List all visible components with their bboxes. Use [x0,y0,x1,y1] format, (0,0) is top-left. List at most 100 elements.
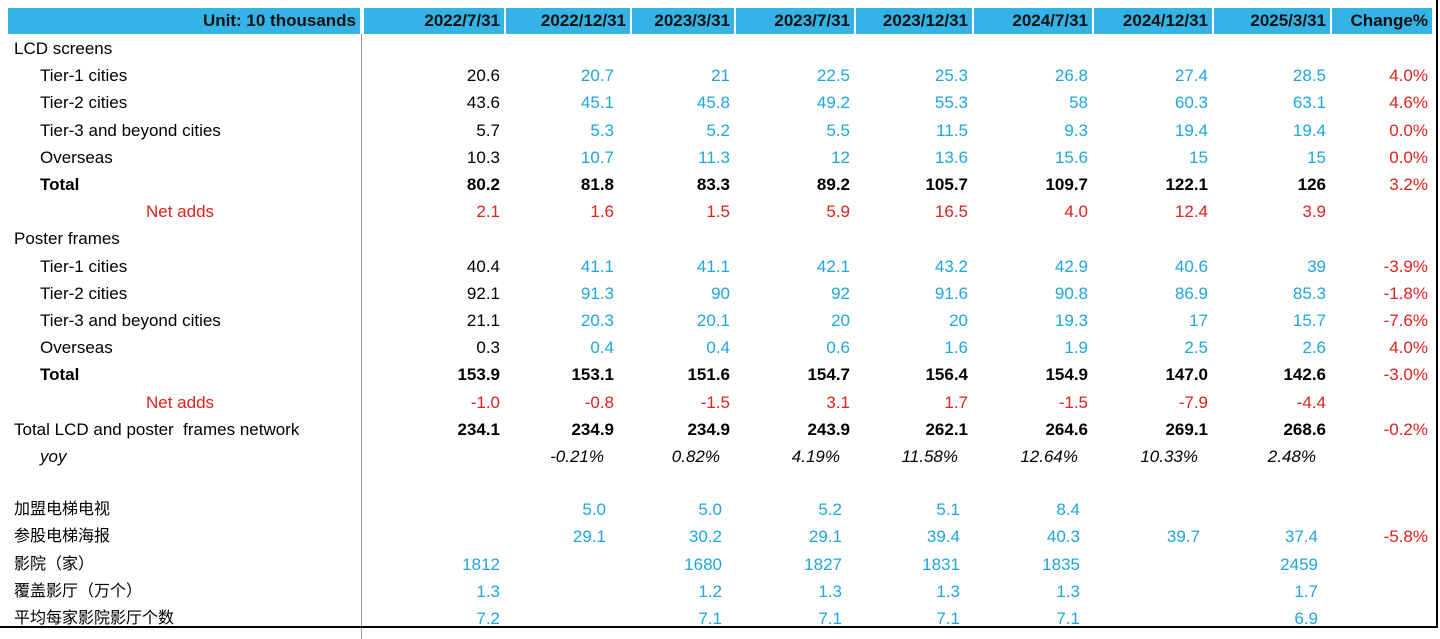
table-cell: 15 [1189,147,1208,167]
table-cell: 2.1 [476,202,500,222]
table-cell: 42.1 [816,256,850,276]
table-cell: 43.2 [934,256,968,276]
table-cell: 28.5 [1292,66,1326,86]
table-cell: 92.1 [466,283,500,303]
table-cell: 90 [711,283,730,303]
table-cell: 12.4 [1174,202,1208,222]
table-cell: 92 [831,283,850,303]
table-cell: 39.4 [926,527,960,547]
table-cell: -5.8% [1383,527,1428,547]
table-cell: 0.0% [1389,120,1428,140]
table-cell: 27.4 [1174,66,1208,86]
table-cell: 41.1 [580,256,614,276]
table-cell: 2.48% [1267,447,1316,466]
table-cell: 9.3 [1064,120,1088,140]
table-cell: 4.0 [1064,202,1088,222]
header-cell: 2022/7/31 [364,8,504,34]
row-label: Poster frames [14,229,120,249]
table-cell: 154.9 [1045,365,1088,385]
table-cell: 20 [949,311,968,330]
table-cell: 55.3 [934,93,968,113]
row-label: 覆盖影厅（万个） [14,582,143,600]
row-label: 平均每家影院影厅个数 [14,610,175,627]
table-border [0,626,1438,628]
table-cell: 1827 [804,554,842,574]
table-cell: 11.58% [901,447,958,466]
table-cell: -1.8% [1383,283,1428,303]
table-cell: 1.7 [1294,581,1318,601]
table-cell: 1.3 [936,581,960,601]
table-cell: 91.6 [934,283,968,303]
table-cell: 2.6 [1302,338,1326,358]
table-cell: -4.4 [1296,392,1326,412]
row-label: Overseas [40,338,113,358]
table-cell: 1.9 [1064,338,1088,358]
row-label: LCD screens [14,39,113,58]
table-cell: 10.3 [466,147,500,167]
table-cell: 17 [1189,311,1208,330]
table-cell: 22.5 [816,66,850,86]
table-cell: -3.9% [1383,256,1428,276]
table-cell: 5.5 [826,120,850,140]
row-label: 加盟电梯电视 [14,501,111,519]
table-cell: 8.4 [1056,500,1080,520]
table-cell: 39.7 [1166,527,1200,547]
table-cell: -7.6% [1383,311,1428,330]
table-cell: 5.0 [698,500,722,520]
table-cell: 11.5 [936,120,968,140]
row-label: Net adds [146,202,215,222]
table-cell: 45.8 [696,93,730,113]
header-cell: 2023/7/31 [736,8,854,34]
row-label: 参股电梯海报 [14,528,111,546]
table-cell: 7.1 [1056,609,1080,628]
table-cell: 7.2 [476,609,500,628]
table-cell: 21 [711,66,730,86]
table-cell: 12.64% [1020,447,1078,466]
table-cell: 60.3 [1174,93,1208,113]
header-cell: 2024/7/31 [974,8,1092,34]
table-cell: -0.21% [550,447,604,466]
row-label: Total [40,365,80,385]
table-cell: 10.33% [1140,447,1198,466]
table-cell: 10.7 [580,147,614,167]
vertical-rule [361,34,362,639]
table-cell: 15.7 [1292,311,1326,330]
table-cell: 234.1 [457,419,500,439]
table-cell: -1.0 [470,392,500,412]
table-cell: 1.6 [944,338,968,358]
table-cell: 40.4 [466,256,500,276]
table-cell: -7.9 [1178,392,1208,412]
header-cell: 2023/3/31 [632,8,734,34]
table-cell: 147.0 [1165,365,1208,385]
header-cell: 2024/12/31 [1094,8,1212,34]
table-cell: 49.2 [816,93,850,113]
table-cell: 153.9 [457,365,500,385]
table-cell: 142.6 [1283,365,1326,385]
table-cell: 90.8 [1054,283,1088,303]
table-cell: 105.7 [925,175,968,194]
table-cell: 20.3 [580,311,614,330]
table-cell: 4.0% [1389,66,1428,86]
table-cell: 21.1 [466,311,500,330]
table-cell: 0.82% [671,447,720,466]
table-cell: 0.3 [476,338,500,358]
table-cell: 20.1 [696,311,730,330]
table-cell: 85.3 [1292,283,1326,303]
table-cell: 16.5 [934,202,968,222]
table-cell: 264.6 [1045,419,1088,439]
table-cell: 5.2 [818,500,842,520]
table-cell: 20 [831,311,850,330]
table-cell: 41.1 [696,256,730,276]
row-label: Tier-3 and beyond cities [40,311,221,330]
row-label: yoy [40,447,67,466]
table-cell: 63.1 [1292,93,1326,113]
table-cell: 4.19% [791,447,840,466]
table-cell: 37.4 [1284,527,1318,547]
table-cell: 45.1 [580,93,614,113]
table-cell: 7.1 [936,609,960,628]
row-label: Tier-2 cities [40,283,128,303]
table-cell: 4.0% [1389,338,1428,358]
table-cell: 7.1 [818,609,842,628]
table-cell: 5.3 [590,120,614,140]
